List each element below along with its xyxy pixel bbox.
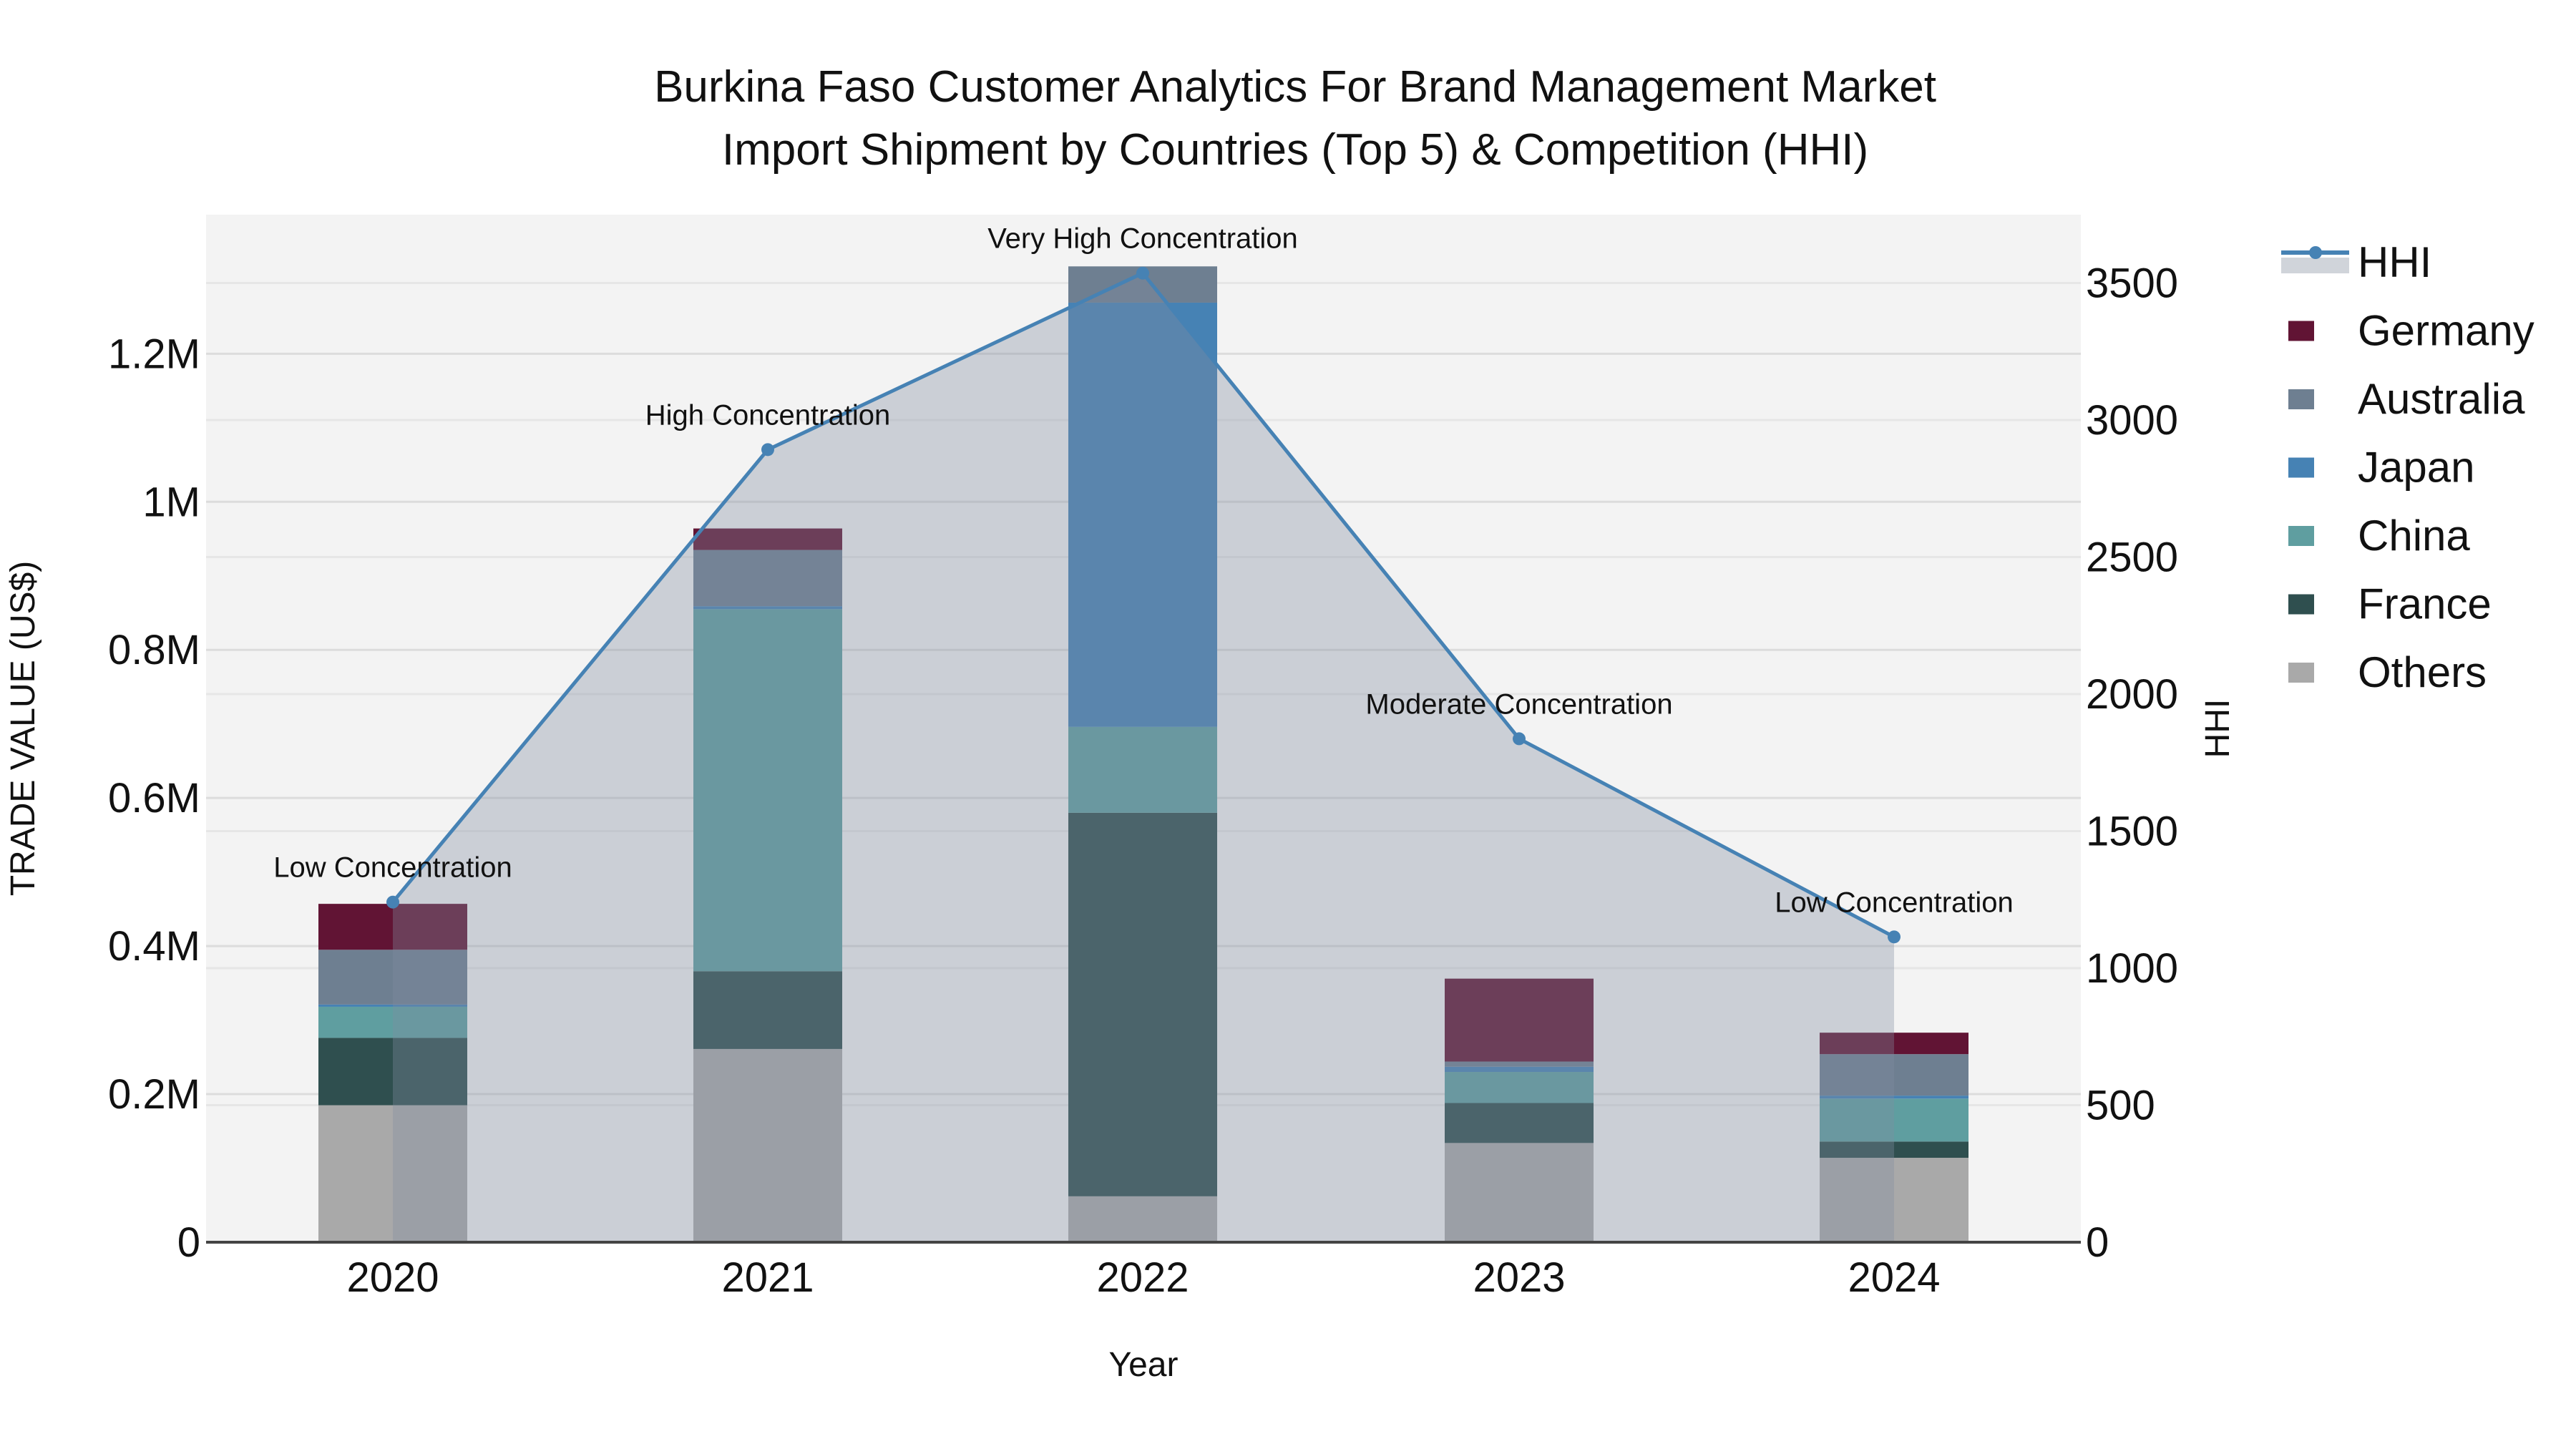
hhi-point	[1513, 732, 1526, 746]
hhi-annotation: Very High Concentration	[987, 223, 1298, 255]
legend-swatch-germany	[2288, 321, 2314, 341]
y2-tick-label: 0	[2086, 1219, 2109, 1266]
hhi-annotation: Moderate Concentration	[1365, 688, 1672, 720]
bar-germany-2023	[1445, 978, 1594, 1062]
legend-label-others: Others	[2358, 648, 2487, 696]
y2-tick-label: 2000	[2086, 671, 2178, 718]
bar-others-2024	[1820, 1158, 1968, 1242]
x-axis-title: Year	[1109, 1346, 1179, 1384]
legend-label-germany: Germany	[2358, 307, 2534, 355]
bar-france-2020	[318, 1038, 467, 1106]
y2-tick-label: 1500	[2086, 809, 2178, 855]
legend-swatch-australia	[2288, 389, 2314, 409]
hhi-point	[1136, 266, 1149, 280]
legend-label-hhi: HHI	[2358, 238, 2431, 286]
bar-japan-2024	[1820, 1096, 1968, 1099]
legend-swatch-france	[2288, 594, 2314, 615]
y-tick-label: 0.6M	[108, 775, 200, 821]
y2-axis-title: HHI	[2199, 699, 2237, 758]
y2-tick-label: 500	[2086, 1083, 2155, 1129]
legend-swatch-china	[2288, 526, 2314, 546]
y-axis-title: TRADE VALUE (US$)	[4, 561, 42, 897]
legend-label-china: China	[2358, 512, 2470, 560]
hhi-point	[761, 443, 774, 457]
bar-germany-2021	[693, 528, 842, 550]
bar-japan-2021	[693, 606, 842, 610]
hhi-annotation: High Concentration	[645, 399, 890, 431]
bar-china-2023	[1445, 1072, 1594, 1103]
legend-hhi-marker	[2309, 246, 2322, 259]
legend-hhi-area-swatch	[2281, 258, 2349, 273]
x-tick-label: 2024	[1848, 1254, 1940, 1301]
y-tick-label: 1M	[142, 479, 200, 525]
hhi-point	[1888, 930, 1901, 944]
bar-japan-2023	[1445, 1066, 1594, 1073]
x-tick-label: 2023	[1473, 1254, 1565, 1301]
y2-tick-label: 2500	[2086, 535, 2178, 581]
y2-tick-label: 3000	[2086, 397, 2178, 444]
bars	[318, 266, 1968, 1242]
bar-france-2024	[1820, 1141, 1968, 1158]
legend-swatch-others	[2288, 663, 2314, 683]
bar-japan-2020	[318, 1004, 467, 1007]
axes: 0 0.2M 0.4M 0.6M 0.8M 1M 1.2M 0 500 1000 1500 2000 2…	[108, 260, 2178, 1302]
bar-others-2021	[693, 1048, 842, 1242]
bar-australia-2020	[318, 950, 467, 1005]
legend-swatch-japan	[2288, 457, 2314, 478]
bar-australia-2021	[693, 550, 842, 607]
y-tick-label: 0.4M	[108, 923, 200, 970]
chart-title-line2: Import Shipment by Countries (Top 5) & C…	[722, 125, 1868, 175]
bar-australia-2024	[1820, 1054, 1968, 1096]
legend-label-france: France	[2358, 580, 2492, 628]
legend-label-japan: Japan	[2358, 444, 2474, 492]
y2-tick-label: 1000	[2086, 945, 2178, 992]
bar-china-2020	[318, 1006, 467, 1038]
bar-france-2023	[1445, 1103, 1594, 1143]
hhi-area	[393, 273, 1894, 1242]
bar-others-2022	[1068, 1196, 1217, 1242]
x-tick-label: 2020	[346, 1254, 439, 1301]
bar-china-2024	[1820, 1098, 1968, 1142]
hhi-annotation: Low Concentration	[273, 852, 512, 884]
bar-australia-2023	[1445, 1061, 1594, 1067]
x-tick-label: 2021	[721, 1254, 814, 1301]
y-tick-label: 0	[177, 1219, 200, 1266]
hhi-series: Low Concentration High Concentration Very …	[273, 223, 2014, 1242]
hhi-point	[386, 895, 399, 909]
bar-others-2020	[318, 1105, 467, 1242]
bar-china-2022	[1068, 726, 1217, 813]
hhi-annotation: Low Concentration	[1775, 887, 2014, 918]
bar-france-2021	[693, 971, 842, 1049]
y-tick-label: 0.2M	[108, 1071, 200, 1118]
y-tick-label: 0.8M	[108, 627, 200, 673]
bar-germany-2024	[1820, 1033, 1968, 1055]
bar-china-2021	[693, 609, 842, 972]
x-tick-label: 2022	[1096, 1254, 1189, 1301]
bar-others-2023	[1445, 1143, 1594, 1242]
bar-japan-2022	[1068, 302, 1217, 727]
bar-germany-2020	[318, 904, 467, 950]
y-tick-label: 1.2M	[108, 331, 200, 377]
bar-france-2022	[1068, 812, 1217, 1196]
chart-title-line1: Burkina Faso Customer Analytics For Bran…	[654, 62, 1936, 112]
legend-label-australia: Australia	[2358, 375, 2525, 423]
y2-tick-label: 3500	[2086, 260, 2178, 307]
legend: HHI Germany Australia Japan China France Other…	[2281, 238, 2534, 696]
